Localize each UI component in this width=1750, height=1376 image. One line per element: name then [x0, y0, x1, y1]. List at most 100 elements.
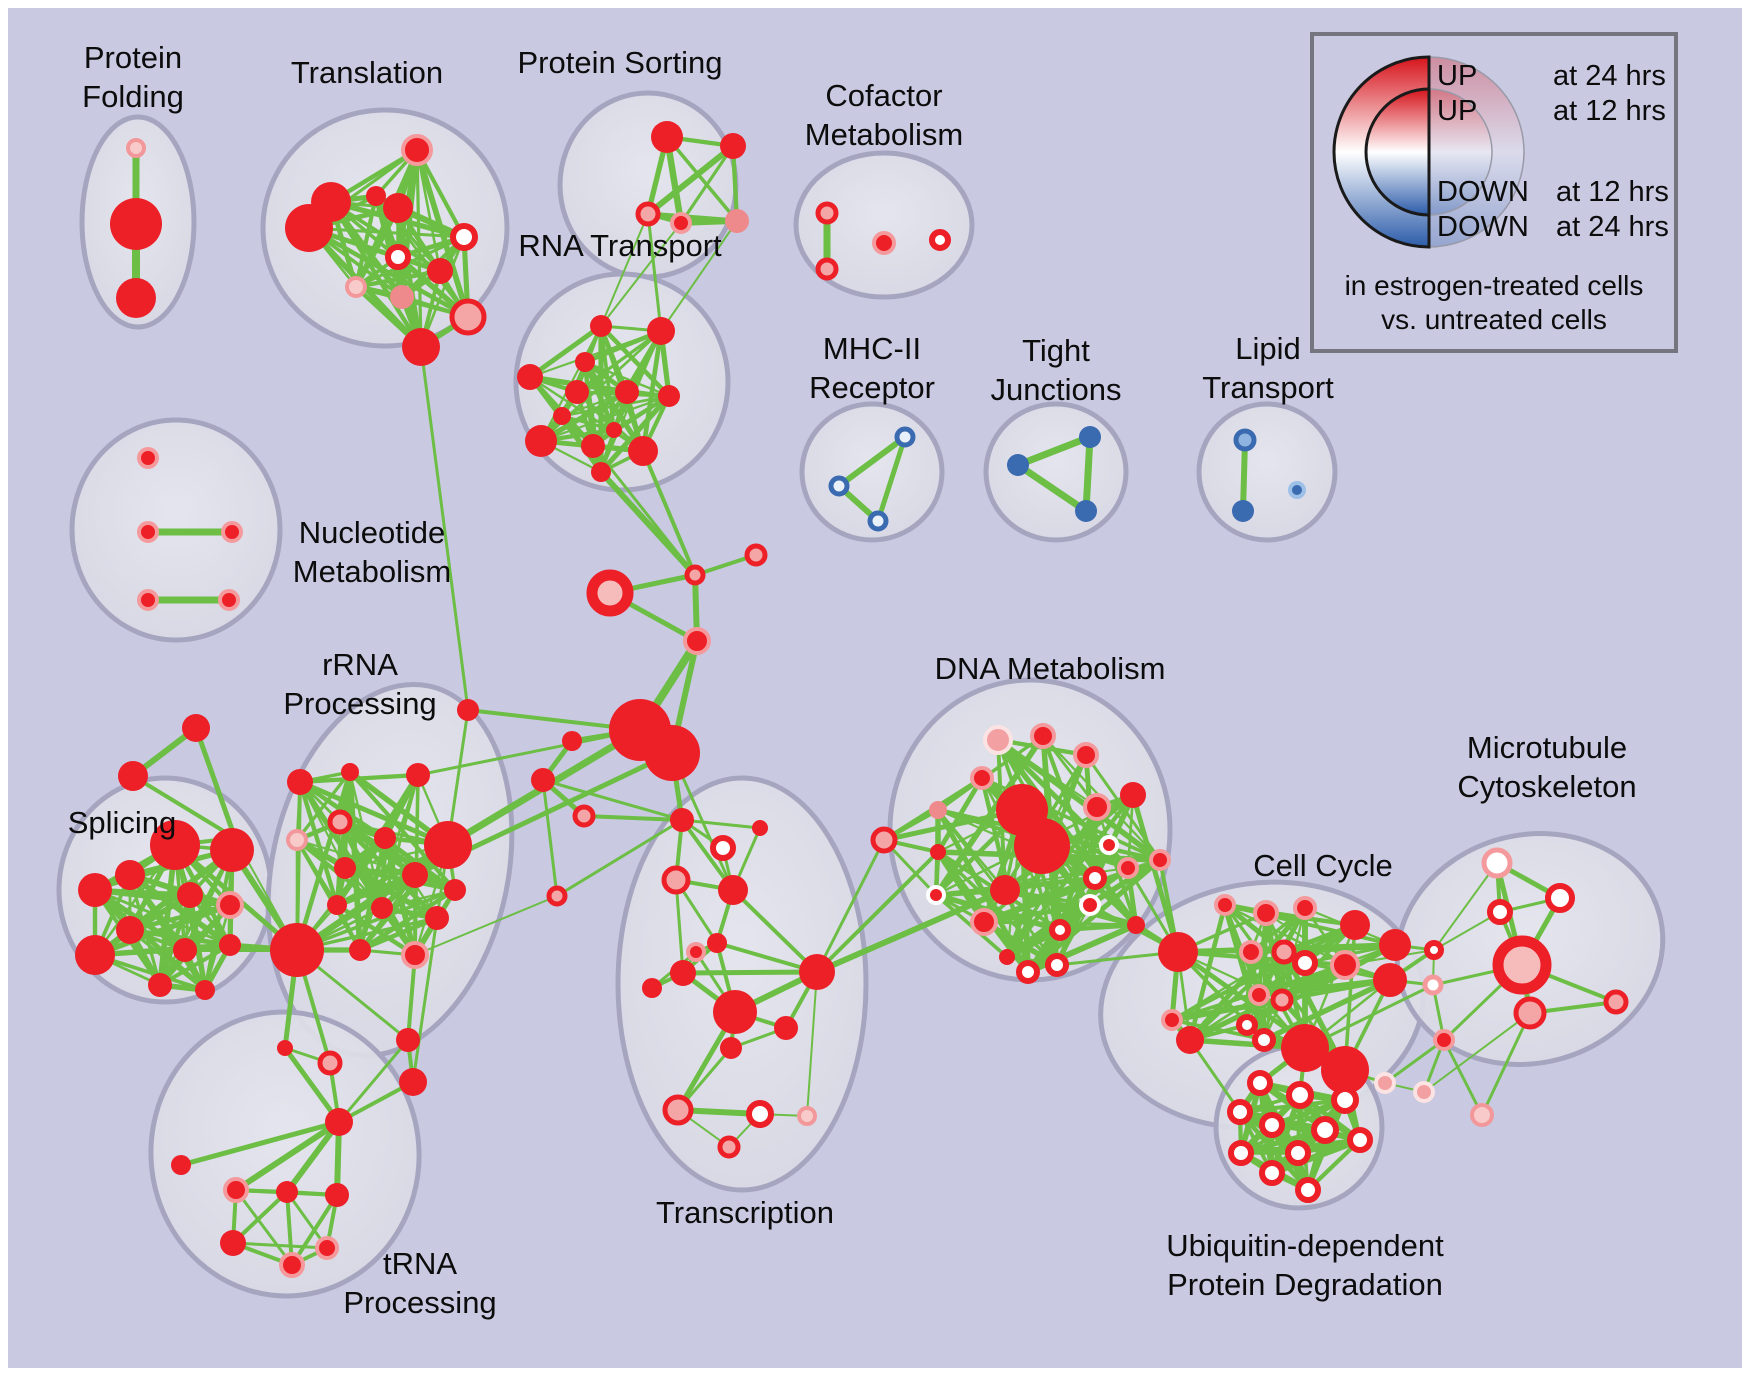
node-mt-2 — [1487, 899, 1513, 925]
node-tr-2 — [311, 182, 351, 222]
node-dna-0 — [983, 725, 1013, 755]
node-rrna-14 — [401, 941, 429, 969]
cluster-label-cof: Cofactor Metabolism — [805, 76, 964, 154]
node-rrna-13 — [349, 939, 371, 961]
node-dna-15 — [1079, 894, 1101, 916]
legend-ring-half — [1428, 88, 1493, 216]
cluster-label-line: rRNA — [322, 647, 398, 682]
node-rna-6 — [658, 385, 680, 407]
node-rna-7 — [525, 425, 557, 457]
node-spl-11 — [195, 980, 215, 1000]
node-free-1 — [118, 761, 148, 791]
edge — [297, 779, 451, 848]
edge — [414, 895, 558, 956]
edge — [1188, 1038, 1242, 1114]
edge — [284, 1119, 342, 1195]
edge — [680, 818, 762, 830]
node-cof-1 — [815, 257, 839, 281]
edge — [539, 394, 671, 443]
node-cof-2 — [872, 231, 896, 255]
node-rna-1 — [647, 317, 675, 345]
edge — [527, 323, 604, 380]
node-free-8 — [683, 627, 711, 655]
cluster-label-tr: Translation — [291, 53, 443, 92]
cluster-label-line: Lipid — [1235, 331, 1301, 366]
node-rna-5 — [615, 380, 639, 404]
edge — [419, 345, 470, 712]
edge — [1423, 1012, 1531, 1093]
node-ub-3 — [1227, 1099, 1253, 1125]
edge — [806, 971, 818, 1117]
node-trna-3 — [325, 1108, 353, 1136]
cluster-label-tx: Transcription — [656, 1193, 834, 1232]
node-cc-17 — [1214, 894, 1236, 916]
node-cc-6 — [1292, 950, 1318, 976]
node-cc-12 — [1252, 1028, 1276, 1052]
node-tx-15 — [797, 1106, 817, 1126]
node-tj-0 — [1079, 426, 1101, 448]
cluster-label-line: Processing — [283, 686, 437, 721]
edge — [1082, 433, 1094, 515]
edge — [646, 212, 663, 333]
node-spl-9 — [219, 934, 241, 956]
edge — [936, 850, 1059, 967]
edge — [233, 1119, 342, 1193]
node-rrna-11 — [425, 906, 449, 930]
node-trna-4 — [171, 1155, 191, 1175]
node-rrna-4 — [286, 829, 308, 851]
node-spl-10 — [148, 973, 172, 997]
node-free-15 — [1374, 1072, 1396, 1094]
node-cc-8 — [1373, 963, 1407, 997]
node-cc-0 — [1253, 900, 1279, 926]
node-tr-5 — [450, 223, 478, 251]
node-tx-6 — [686, 942, 706, 962]
cluster-label-line: Nucleotide — [298, 515, 446, 550]
edge — [1222, 902, 1287, 955]
node-free-4 — [644, 725, 700, 781]
edge — [538, 389, 630, 444]
cluster-label-line: tRNA — [382, 1246, 458, 1281]
node-trna-7 — [325, 1183, 349, 1207]
edge — [127, 927, 233, 948]
node-tx-2 — [661, 865, 691, 895]
legend-box — [1310, 32, 1678, 353]
node-trna-9 — [279, 1252, 305, 1278]
node-rrna-5 — [374, 827, 396, 849]
node-free-5 — [684, 564, 706, 586]
edge — [981, 875, 1098, 925]
cluster-label-mt: Microtubule Cytoskeleton — [1457, 728, 1636, 806]
node-tx-5 — [707, 933, 727, 953]
node-rrna-7 — [334, 857, 356, 879]
edge — [640, 328, 664, 454]
edge — [297, 779, 340, 908]
node-free-13 — [457, 699, 479, 721]
node-trna-1 — [396, 1028, 420, 1052]
legend-caption-line1: in estrogen-treated cells — [1344, 270, 1644, 301]
edge — [1268, 1136, 1364, 1177]
node-dna-11 — [930, 844, 946, 860]
node-nuc-4 — [218, 589, 240, 611]
legend-ring — [1332, 55, 1525, 249]
node-mt-7 — [1422, 974, 1444, 996]
legend-ring-half — [1364, 87, 1431, 217]
cluster-label-line: RNA Transport — [518, 228, 722, 263]
node-dna-12 — [990, 875, 1020, 905]
node-trna-2 — [277, 1040, 293, 1056]
node-dna-18 — [999, 949, 1015, 965]
node-free-0 — [182, 714, 210, 742]
legend-time-down-12: at 12 hrs — [1556, 176, 1669, 208]
edge — [337, 1080, 415, 1124]
edge — [234, 1188, 294, 1267]
edge — [815, 838, 886, 974]
edge — [836, 434, 908, 489]
edge — [598, 393, 672, 475]
node-mt-1 — [1545, 883, 1575, 913]
node-rna-4 — [565, 380, 589, 404]
node-dna-2 — [1073, 742, 1099, 768]
node-dna-4 — [929, 801, 947, 819]
node-ub-7 — [1285, 1140, 1311, 1166]
edge — [731, 888, 819, 974]
node-free-11 — [531, 768, 555, 792]
